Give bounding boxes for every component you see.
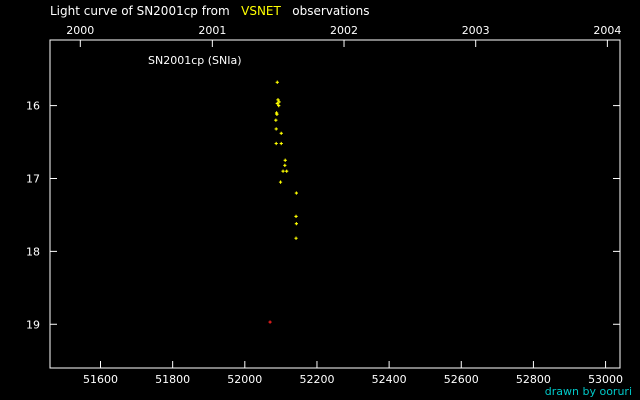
- data-point: [285, 169, 289, 173]
- data-point: [279, 131, 283, 135]
- point-cross: [277, 100, 281, 104]
- point-cross: [274, 141, 278, 146]
- point-cross: [275, 80, 279, 84]
- title-prefix: Light curve of SN2001cp from: [50, 4, 230, 18]
- x-bottom-tick-label: 52200: [299, 373, 334, 386]
- y-tick-label: 16: [26, 100, 40, 113]
- data-point: [281, 169, 285, 173]
- data-point: [277, 100, 281, 104]
- point-cross: [294, 191, 298, 195]
- point-cross: [277, 104, 281, 108]
- x-bottom-tick-label: 52800: [516, 373, 551, 386]
- x-bottom-tick-label: 51800: [155, 373, 190, 386]
- x-bottom-tick-label: 51600: [83, 373, 118, 386]
- y-tick-label: 18: [26, 245, 40, 258]
- point-cross: [283, 163, 287, 167]
- x-bottom-tick-label: 52400: [372, 373, 407, 386]
- y-tick-label: 17: [26, 172, 40, 185]
- point-cross: [268, 320, 272, 324]
- point-cross: [283, 158, 287, 162]
- data-point: [274, 118, 278, 122]
- x-top-tick-label: 2000: [66, 24, 94, 37]
- x-top-tick-label: 2003: [462, 24, 490, 37]
- credit-text: drawn by ooruri: [544, 385, 632, 398]
- data-point: [275, 80, 279, 84]
- x-top-tick-label: 2002: [330, 24, 358, 37]
- chart-axes: [49, 39, 621, 369]
- x-bottom-tick-label: 52000: [227, 373, 262, 386]
- data-point: [275, 101, 279, 106]
- point-cross: [294, 214, 298, 218]
- data-point: [274, 127, 278, 131]
- point-cross: [279, 141, 283, 146]
- title-highlight: VSNET: [241, 4, 281, 18]
- title-suffix: observations: [292, 4, 370, 18]
- data-point: [274, 141, 278, 146]
- data-point: [279, 141, 283, 146]
- data-point: [294, 222, 298, 226]
- point-cross: [274, 127, 278, 131]
- supernova-annotation: SN2001cp (SNIa): [148, 54, 242, 67]
- point-cross: [278, 180, 283, 184]
- data-point: [275, 112, 279, 116]
- x-top-tick-label: 2001: [198, 24, 226, 37]
- x-bottom-tick-label: 53000: [588, 373, 623, 386]
- point-cross: [294, 236, 298, 240]
- point-cross: [285, 169, 289, 173]
- chart-marks: [268, 80, 298, 324]
- point-cross: [276, 98, 280, 102]
- y-tick-label: 19: [26, 318, 40, 331]
- x-top-tick-label: 2004: [593, 24, 621, 37]
- chart-title: Light curve of SN2001cp from VSNET obser…: [50, 4, 370, 18]
- data-point: [276, 98, 280, 102]
- point-cross: [274, 118, 278, 122]
- x-bottom-tick-label: 52600: [444, 373, 479, 386]
- data-point: [278, 180, 283, 184]
- data-point: [283, 158, 287, 162]
- point-cross: [275, 112, 279, 116]
- point-cross: [275, 101, 279, 106]
- data-point: [283, 163, 287, 167]
- data-point: [294, 191, 298, 195]
- data-point: [277, 104, 281, 108]
- data-point: [294, 236, 298, 240]
- chart-ticks: 51600 51800 52000 52200 52400 52600 52800 53000…: [26, 24, 623, 386]
- point-cross: [294, 222, 298, 226]
- data-point: [294, 214, 298, 218]
- limit-point: [268, 320, 272, 324]
- point-cross: [281, 169, 285, 173]
- plot-frame: [49, 39, 621, 369]
- point-cross: [279, 131, 283, 135]
